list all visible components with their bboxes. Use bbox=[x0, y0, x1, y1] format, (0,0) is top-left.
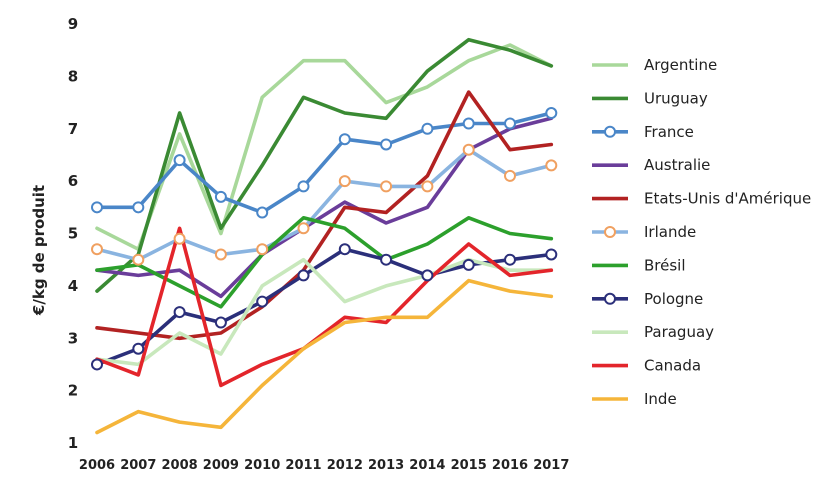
x-tick-label: 2012 bbox=[327, 458, 363, 473]
legend-label: Canada bbox=[644, 357, 701, 375]
legend-marker bbox=[604, 226, 616, 238]
y-tick-label: 1 bbox=[68, 434, 78, 452]
series-point bbox=[91, 243, 103, 256]
x-tick-label: 2015 bbox=[451, 458, 487, 473]
y-axis-label: €/kg de produit bbox=[30, 185, 48, 316]
legend-label: Brésil bbox=[644, 256, 686, 274]
series-point bbox=[380, 180, 393, 193]
series-point bbox=[132, 253, 145, 266]
series-point bbox=[173, 306, 186, 319]
x-tick-label: 2006 bbox=[79, 458, 115, 473]
series-point bbox=[462, 117, 475, 130]
series-point bbox=[214, 190, 227, 203]
x-tick-label: 2017 bbox=[533, 458, 569, 473]
legend-label: France bbox=[644, 123, 694, 141]
x-tick-label: 2013 bbox=[368, 458, 404, 473]
series-point bbox=[256, 295, 269, 308]
legend-label: Australie bbox=[644, 156, 710, 174]
series-point bbox=[545, 159, 558, 172]
series-point bbox=[214, 248, 227, 261]
series-line bbox=[95, 278, 554, 435]
series-point bbox=[421, 180, 434, 193]
legend-label: Argentine bbox=[644, 56, 717, 74]
series-line bbox=[95, 216, 554, 309]
series-point bbox=[91, 358, 103, 371]
series-point bbox=[421, 269, 434, 282]
series-point bbox=[297, 269, 310, 282]
series-line bbox=[95, 147, 554, 262]
legend-label: Uruguay bbox=[644, 89, 708, 107]
series-line bbox=[95, 43, 554, 251]
y-tick-label: 6 bbox=[68, 172, 78, 190]
series-point bbox=[504, 253, 516, 266]
x-tick-label: 2014 bbox=[409, 458, 445, 473]
legend-marker bbox=[604, 292, 616, 305]
y-tick-label: 8 bbox=[68, 67, 78, 85]
legend-label: Pologne bbox=[644, 290, 703, 308]
series-point bbox=[338, 133, 351, 146]
x-tick-label: 2011 bbox=[285, 458, 321, 473]
series-point bbox=[256, 206, 269, 219]
x-tick-label: 2009 bbox=[203, 458, 239, 473]
series-point bbox=[256, 243, 269, 256]
series-point bbox=[462, 258, 475, 271]
x-tick-label: 2007 bbox=[120, 458, 156, 473]
series-point bbox=[297, 180, 310, 193]
series-point bbox=[297, 222, 310, 235]
series-line bbox=[95, 111, 554, 215]
series-point bbox=[173, 154, 186, 167]
series-point bbox=[132, 342, 145, 355]
series-point bbox=[132, 201, 145, 214]
series-lines bbox=[91, 37, 558, 435]
y-tick-label: 4 bbox=[68, 277, 78, 295]
x-tick-label: 2010 bbox=[244, 458, 280, 473]
y-tick-label: 5 bbox=[68, 225, 78, 243]
series-point bbox=[338, 243, 351, 256]
y-tick-labels: 1 2 3 4 5 6 7 8 9 bbox=[68, 15, 78, 452]
series-point bbox=[214, 316, 227, 329]
series-point bbox=[504, 117, 516, 130]
series-point bbox=[462, 143, 475, 156]
x-tick-labels: 2006 2007 2008 2009 2010 2011 2012 2013 2014 2015… bbox=[79, 458, 569, 473]
series-point bbox=[545, 248, 558, 261]
series-point bbox=[338, 175, 351, 188]
series-line bbox=[95, 116, 554, 299]
legend-marker bbox=[604, 125, 616, 138]
y-tick-label: 3 bbox=[68, 329, 78, 347]
series-point bbox=[91, 201, 103, 214]
series-point bbox=[504, 169, 516, 182]
series-point bbox=[380, 138, 393, 151]
y-tick-label: 7 bbox=[68, 120, 78, 138]
legend-label: Paraguay bbox=[644, 323, 714, 341]
series-line bbox=[95, 226, 554, 388]
series-line bbox=[95, 257, 554, 367]
legend-label: Inde bbox=[644, 390, 677, 408]
x-tick-label: 2016 bbox=[492, 458, 528, 473]
series-line bbox=[95, 247, 554, 367]
legend: Argentine Uruguay France Australie Etats-Uni… bbox=[592, 56, 811, 408]
series-line bbox=[95, 37, 554, 293]
series-point bbox=[380, 253, 393, 266]
legend-label: Irlande bbox=[644, 223, 696, 241]
y-tick-label: 2 bbox=[68, 382, 78, 400]
series-point bbox=[421, 122, 434, 135]
y-tick-label: 9 bbox=[68, 15, 78, 33]
series-point bbox=[545, 107, 558, 120]
legend-label: Etats-Unis d'Amérique bbox=[644, 190, 811, 208]
series-point bbox=[173, 232, 186, 245]
x-tick-label: 2008 bbox=[162, 458, 198, 473]
